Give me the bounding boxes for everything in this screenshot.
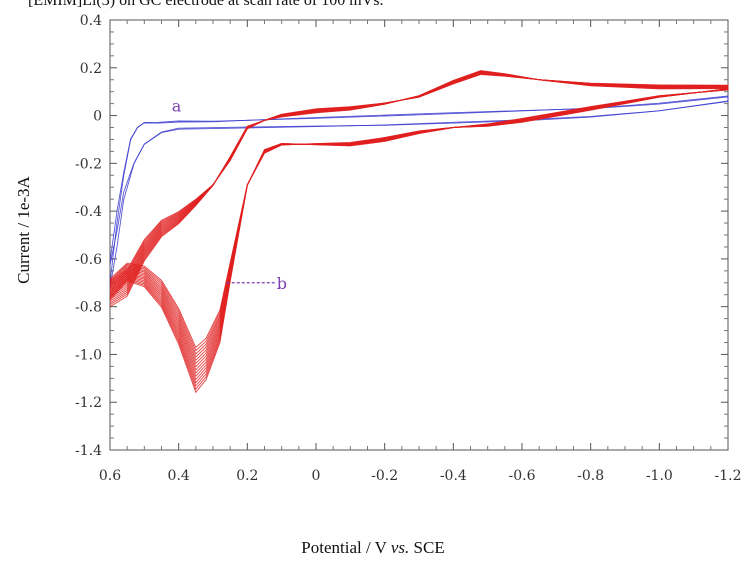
y-tick-label: 0	[93, 109, 102, 125]
curve-b-line	[109, 72, 729, 371]
curve-group-b	[109, 70, 729, 394]
x-axis-label-italic: vs.	[390, 538, 410, 557]
x-tick-label: -0.8	[577, 468, 604, 484]
curve-b-line	[109, 70, 729, 394]
curve-b-line	[109, 73, 729, 352]
annotations: ab	[172, 97, 287, 293]
figure-caption: [EMIM]Li(3) on GC electrode at scan rate…	[28, 0, 384, 9]
y-tick-label: -1.0	[75, 347, 102, 363]
curve-b-line	[109, 73, 729, 358]
curve-b-line	[109, 70, 729, 387]
curve-a-line	[109, 95, 729, 288]
x-axis-label-main: Potential / V	[301, 538, 387, 557]
x-tick-label: -0.2	[371, 468, 398, 484]
x-tick-label: 0	[312, 468, 321, 484]
y-tick-label: -0.6	[75, 252, 102, 268]
curve-b-line	[109, 72, 729, 361]
x-axis-label: Potential / V vs. SCE	[0, 538, 746, 558]
x-tick-label: 0.6	[99, 468, 121, 484]
y-tick-label: -1.4	[75, 443, 102, 459]
curve-b-line	[109, 71, 729, 374]
curve-b-line	[109, 72, 729, 365]
y-tick-label: -1.2	[75, 395, 102, 411]
curve-b-line	[109, 74, 729, 349]
curve-b-line	[109, 73, 729, 355]
y-tick-label: 0.2	[80, 61, 102, 77]
x-axis-label-tail: SCE	[413, 538, 445, 557]
x-tick-label: -1.2	[715, 468, 742, 484]
annotation-b: b	[277, 274, 287, 293]
y-tick-label: -0.8	[75, 300, 102, 316]
y-tick-label: 0.4	[80, 13, 102, 29]
axis-ticks: 0.6 0.4 0.2 0 -0.2 -0.4 -0.6 -0.8 -1.0 -1.2 0.4 0.2…	[75, 13, 742, 484]
x-tick-label: 0.2	[236, 468, 258, 484]
curve-a-line	[109, 96, 729, 266]
curve-b-line	[109, 71, 729, 378]
x-tick-label: -1.0	[646, 468, 673, 484]
x-tick-label: 0.4	[168, 468, 190, 484]
curve-b-line	[109, 72, 729, 368]
annotation-a: a	[172, 97, 182, 116]
curve-group-a	[109, 95, 729, 288]
y-tick-label: -0.4	[75, 204, 102, 220]
x-tick-label: -0.6	[509, 468, 536, 484]
y-tick-label: -0.2	[75, 156, 102, 172]
curve-b-line	[109, 70, 729, 384]
x-tick-label: -0.4	[440, 468, 467, 484]
curve-b-line	[109, 71, 729, 381]
